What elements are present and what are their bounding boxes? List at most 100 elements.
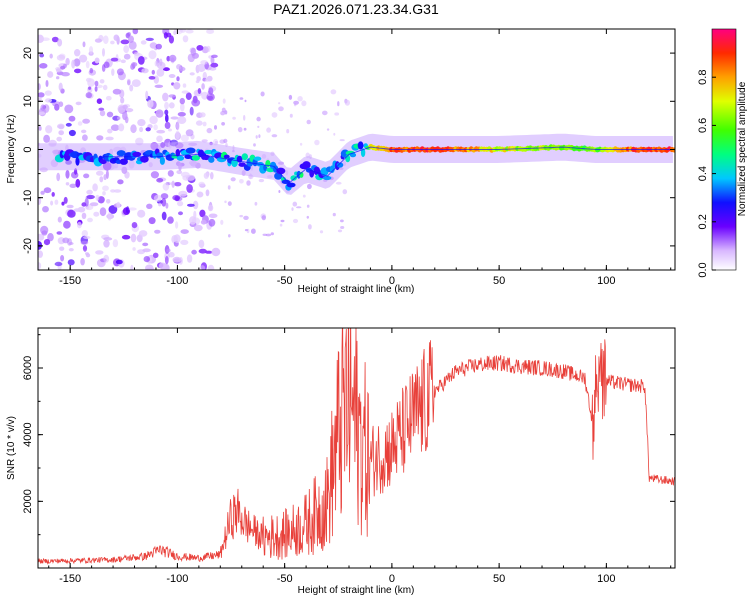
spectrogram-trace-blob xyxy=(238,162,246,167)
spectrogram-ytick-label: 10 xyxy=(22,95,34,107)
spectrogram-noise-blob xyxy=(69,183,77,188)
spectrogram-noise-blob xyxy=(83,173,90,179)
spectrogram-noise-blob xyxy=(191,249,197,255)
spectrogram-noise-blob xyxy=(207,204,214,212)
spectrogram-noise-blob xyxy=(333,132,336,136)
spectrogram-noise-blob xyxy=(50,200,54,206)
spectrogram-noise-blob xyxy=(278,190,281,193)
spectrogram-noise-blob xyxy=(59,246,65,251)
spectrogram-noise-blob xyxy=(65,182,70,186)
spectrogram-noise-blob xyxy=(132,247,136,251)
spectrogram-noise-blob xyxy=(335,181,342,185)
spectrogram-ytick-label: -10 xyxy=(22,190,34,206)
spectrogram-noise-blob xyxy=(38,34,44,43)
spectrogram-noise-blob xyxy=(207,95,214,101)
spectrogram-noise-blob xyxy=(179,97,185,105)
spectrogram-noise-blob xyxy=(127,80,131,86)
spectrogram-noise-blob xyxy=(189,106,194,116)
spectrogram-noise-blob xyxy=(208,218,216,227)
spectrogram-noise-blob xyxy=(164,256,169,265)
spectrogram-noise-blob xyxy=(44,90,52,96)
spectrogram-noise-blob xyxy=(94,38,102,43)
spectrogram-noise-blob xyxy=(278,102,281,105)
spectrogram-noise-blob xyxy=(107,212,112,221)
spectrogram-trace-blob xyxy=(336,162,344,168)
spectrogram-noise-blob xyxy=(99,207,107,217)
spectrogram-marks xyxy=(38,29,675,270)
spectrogram-noise-blob xyxy=(61,201,65,206)
spectrogram-noise-blob xyxy=(178,211,183,216)
spectrogram-noise-blob xyxy=(40,190,45,195)
spectrogram-noise-blob xyxy=(68,248,74,252)
spectrogram-noise-blob xyxy=(169,54,177,63)
spectrogram-noise-blob xyxy=(148,50,157,60)
spectrogram-noise-blob xyxy=(65,57,70,66)
spectrogram-noise-blob xyxy=(237,127,243,133)
spectrogram-noise-blob xyxy=(139,126,144,133)
snr-xtick-label: -150 xyxy=(59,573,81,585)
spectrogram-noise-blob xyxy=(96,170,104,176)
spectrogram-noise-blob xyxy=(67,259,75,266)
spectrogram-noise-blob xyxy=(306,215,309,219)
spectrogram-noise-blob xyxy=(137,119,146,127)
spectrogram-trace-blob xyxy=(276,167,286,175)
spectrogram-noise-blob xyxy=(103,35,109,44)
spectrogram-noise-blob xyxy=(344,99,350,106)
spectrogram-noise-blob xyxy=(103,239,110,248)
spectrogram-noise-blob xyxy=(38,197,42,205)
spectrogram-noise-blob xyxy=(308,224,312,230)
spectrogram-trace-blob xyxy=(75,156,80,166)
spectrogram-noise-blob xyxy=(180,134,189,142)
spectrogram-noise-blob xyxy=(68,115,76,122)
spectrogram-noise-blob xyxy=(38,83,41,90)
spectrogram-noise-blob xyxy=(155,109,164,118)
spectrogram-xtick-label: 100 xyxy=(597,275,615,287)
spectrogram-noise-blob xyxy=(165,202,169,209)
spectrogram-noise-blob xyxy=(74,68,82,74)
spectrogram-noise-blob xyxy=(131,79,141,87)
spectrogram-noise-blob xyxy=(45,125,53,134)
spectrogram-noise-blob xyxy=(115,259,123,265)
spectrogram-noise-blob xyxy=(82,134,88,141)
spectrogram-noise-blob xyxy=(182,35,189,43)
spectrogram-trace-blob xyxy=(176,155,185,161)
snr-xtick-label: 50 xyxy=(493,573,505,585)
spectrogram-noise-blob xyxy=(198,239,205,249)
spectrogram-noise-blob xyxy=(251,228,256,234)
colorbar-tick-label: 0.4 xyxy=(697,166,709,181)
spectrogram-noise-blob xyxy=(199,112,206,118)
snr-xtick-label: -100 xyxy=(166,573,188,585)
spectrogram-noise-blob xyxy=(86,189,93,195)
spectrogram-trace-blob xyxy=(309,169,315,178)
spectrogram-noise-blob xyxy=(203,172,209,179)
spectrogram-noise-blob xyxy=(244,99,247,103)
spectrogram-trace-blob xyxy=(302,161,311,169)
spectrogram-noise-blob xyxy=(58,124,65,130)
spectrogram-noise-blob xyxy=(125,206,130,214)
spectrogram-noise-blob xyxy=(214,125,217,130)
spectrogram-noise-blob xyxy=(239,179,244,184)
spectrogram-noise-blob xyxy=(71,59,76,69)
spectrogram-noise-blob xyxy=(262,233,268,236)
spectrogram-noise-blob xyxy=(288,94,293,100)
spectrogram-noise-blob xyxy=(205,189,210,197)
spectrogram-noise-blob xyxy=(222,98,226,104)
colorbar-tick-label: 0.0 xyxy=(697,262,709,277)
spectrogram-noise-blob xyxy=(120,39,130,45)
spectrogram-noise-blob xyxy=(195,120,203,126)
spectrogram-noise-blob xyxy=(194,91,199,96)
spectrogram-noise-blob xyxy=(75,101,82,106)
spectrogram-noise-blob xyxy=(293,100,299,105)
snr-ytick-label: 4000 xyxy=(22,422,34,446)
spectrogram-trace-blob xyxy=(70,151,80,159)
spectrogram-noise-blob xyxy=(340,226,345,229)
spectrogram-noise-blob xyxy=(87,217,93,223)
spectrogram-noise-blob xyxy=(243,114,246,121)
spectrogram-noise-blob xyxy=(161,211,167,221)
snr-xtick-label: 100 xyxy=(597,573,615,585)
spectrogram-trace-blob xyxy=(286,182,296,188)
spectrogram-noise-blob xyxy=(228,234,231,238)
spectrogram-noise-blob xyxy=(94,80,99,87)
spectrogram-noise-blob xyxy=(158,262,167,270)
spectrogram-noise-blob xyxy=(39,53,45,58)
